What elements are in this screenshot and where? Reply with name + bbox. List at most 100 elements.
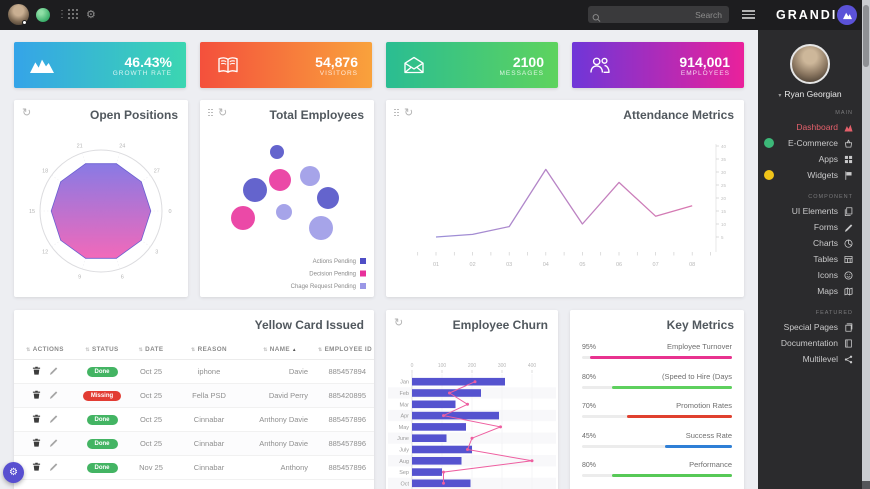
status-badge: Done bbox=[86, 463, 118, 473]
employee-id-cell: 885457896 bbox=[328, 415, 366, 424]
sidebar-item-ui-elements[interactable]: UI Elements bbox=[758, 203, 862, 219]
logo-text[interactable]: GRANDIN bbox=[776, 8, 849, 22]
mountain-logo-icon bbox=[842, 12, 852, 19]
edit-button[interactable] bbox=[49, 438, 58, 449]
gear-icon: ⚙ bbox=[9, 467, 18, 478]
stat-card-messages: 2100 MESSAGES bbox=[386, 42, 558, 88]
sidebar-item-documentation[interactable]: Documentation bbox=[758, 335, 862, 351]
sidebar-item-label: Tables bbox=[813, 254, 838, 264]
svg-text:07: 07 bbox=[653, 262, 659, 268]
sidebar-item-e-commerce[interactable]: E-Commerce bbox=[758, 135, 862, 151]
sidebar-item-multilevel[interactable]: Multilevel bbox=[758, 351, 862, 367]
stat-value: 46.43% bbox=[124, 53, 172, 70]
delete-button[interactable] bbox=[32, 390, 41, 401]
settings-fab[interactable]: ⚙ bbox=[3, 462, 24, 483]
column-header-reason[interactable]: ⇅ REASON bbox=[191, 346, 227, 353]
edit-icon bbox=[49, 439, 58, 447]
page-scrollbar[interactable] bbox=[862, 0, 870, 489]
sort-icon: ⇅ bbox=[85, 347, 90, 353]
search-input[interactable] bbox=[604, 6, 722, 23]
green-avatar-icon[interactable] bbox=[36, 8, 50, 22]
sidebar-user[interactable]: ▾ Ryan Georgian bbox=[758, 89, 862, 99]
stat-label: VISITORS bbox=[319, 69, 358, 77]
stat-label: GROWTH RATE bbox=[112, 69, 172, 77]
refresh-icon[interactable]: ↻ bbox=[22, 107, 32, 119]
scrollbar-thumb[interactable] bbox=[863, 5, 869, 67]
svg-text:04: 04 bbox=[543, 262, 549, 268]
sidebar-item-charts[interactable]: Charts bbox=[758, 235, 862, 251]
sort-icon: ⇅ bbox=[191, 347, 196, 353]
column-header-status[interactable]: ⇅ STATUS bbox=[85, 346, 119, 353]
svg-text:12: 12 bbox=[42, 250, 48, 256]
sidebar-avatar[interactable] bbox=[790, 44, 830, 84]
edit-button[interactable] bbox=[49, 414, 58, 425]
svg-text:9: 9 bbox=[78, 275, 81, 281]
row-actions bbox=[14, 462, 76, 473]
status-badge: Done bbox=[86, 415, 118, 425]
column-header-name[interactable]: ⇅ NAME ▲ bbox=[263, 346, 297, 353]
edit-button[interactable] bbox=[49, 366, 58, 377]
drag-handle-icon[interactable] bbox=[394, 108, 399, 117]
card-head: ↻ Attendance Metrics bbox=[386, 100, 744, 126]
employee-id-cell: 885457894 bbox=[328, 367, 366, 376]
sidebar-item-widgets[interactable]: Widgets bbox=[758, 167, 862, 183]
refresh-icon[interactable]: ↻ bbox=[404, 107, 414, 119]
sidebar-item-dashboard[interactable]: Dashboard bbox=[758, 119, 862, 135]
svg-text:21: 21 bbox=[77, 143, 83, 149]
attendance-card: ↻ Attendance Metrics 5 10 15 20 25 30 bbox=[386, 100, 744, 297]
sidebar-item-label: E-Commerce bbox=[787, 138, 838, 148]
user-avatar[interactable] bbox=[8, 4, 29, 25]
sidebar-item-icons[interactable]: Icons bbox=[758, 267, 862, 283]
drag-handle-icon[interactable] bbox=[208, 108, 213, 117]
table-row: Done Oct 25 Cinnabar Anthony Davie 88545… bbox=[14, 408, 374, 432]
sidebar-item-label: Icons bbox=[817, 270, 838, 280]
sidebar-item-tables[interactable]: Tables bbox=[758, 251, 862, 267]
status-cell: Done bbox=[76, 414, 128, 425]
metric-percent: 95% bbox=[582, 344, 597, 351]
sidebar-item-special-pages[interactable]: Special Pages bbox=[758, 319, 862, 335]
card-title: Key Metrics bbox=[666, 318, 734, 332]
column-header-employee-id[interactable]: ⇅ EMPLOYEE ID bbox=[317, 346, 373, 353]
icons-icon bbox=[844, 270, 853, 280]
sidebar-item-label: Maps bbox=[817, 286, 838, 296]
svg-text:05: 05 bbox=[579, 262, 585, 268]
gear-icon[interactable]: ⚙ bbox=[86, 9, 96, 21]
topbar: ⋮ ⚙ GRANDIN bbox=[0, 0, 870, 30]
apps-grid-icon[interactable] bbox=[68, 9, 79, 20]
employee-id-cell: 885457896 bbox=[328, 439, 366, 448]
sidebar-item-forms[interactable]: Forms bbox=[758, 219, 862, 235]
card-head: Key Metrics bbox=[570, 310, 744, 336]
table-row: Done Nov 25 Cinnabar Anthony 885457896 bbox=[14, 456, 374, 480]
sidebar-item-label: Charts bbox=[812, 238, 838, 248]
sidebar-item-label: Documentation bbox=[780, 338, 838, 348]
delete-button[interactable] bbox=[32, 462, 41, 473]
badge-dot bbox=[764, 138, 774, 148]
sidebar-item-maps[interactable]: Maps bbox=[758, 283, 862, 299]
total-employees-chart: Actions Pending Decision Pending Chage R… bbox=[200, 100, 374, 302]
hamburger-icon[interactable] bbox=[742, 10, 755, 21]
edit-icon bbox=[49, 367, 58, 375]
date-cell: Oct 25 bbox=[139, 439, 163, 448]
metric-percent: 80% bbox=[582, 373, 597, 381]
column-header-date[interactable]: ⇅ DATE bbox=[138, 346, 164, 353]
kebab-menu-icon[interactable]: ⋮ bbox=[57, 9, 67, 20]
delete-button[interactable] bbox=[32, 414, 41, 425]
sidebar-item-apps[interactable]: Apps bbox=[758, 151, 862, 167]
card-head: ↻ Total Employees bbox=[200, 100, 374, 126]
svg-text:Actions Pending: Actions Pending bbox=[313, 259, 356, 265]
refresh-icon[interactable]: ↻ bbox=[218, 107, 228, 119]
yellow-card-table: ⇅ ACTIONS ⇅ STATUS ⇅ DATE ⇅ REASON ⇅ NAME ▲ ⇅ EMPLOY… bbox=[14, 340, 374, 480]
edit-button[interactable] bbox=[49, 462, 58, 473]
delete-button[interactable] bbox=[32, 366, 41, 377]
svg-text:27: 27 bbox=[154, 168, 160, 174]
svg-text:01: 01 bbox=[433, 262, 439, 268]
logo-badge[interactable] bbox=[837, 5, 857, 25]
column-header-actions[interactable]: ⇅ ACTIONS bbox=[26, 346, 64, 353]
delete-button[interactable] bbox=[32, 438, 41, 449]
svg-text:Sep: Sep bbox=[399, 470, 409, 476]
refresh-icon[interactable]: ↻ bbox=[394, 317, 404, 329]
search-icon bbox=[592, 10, 601, 28]
svg-text:25: 25 bbox=[721, 183, 727, 188]
edit-button[interactable] bbox=[49, 390, 58, 401]
status-cell: Done bbox=[76, 438, 128, 449]
